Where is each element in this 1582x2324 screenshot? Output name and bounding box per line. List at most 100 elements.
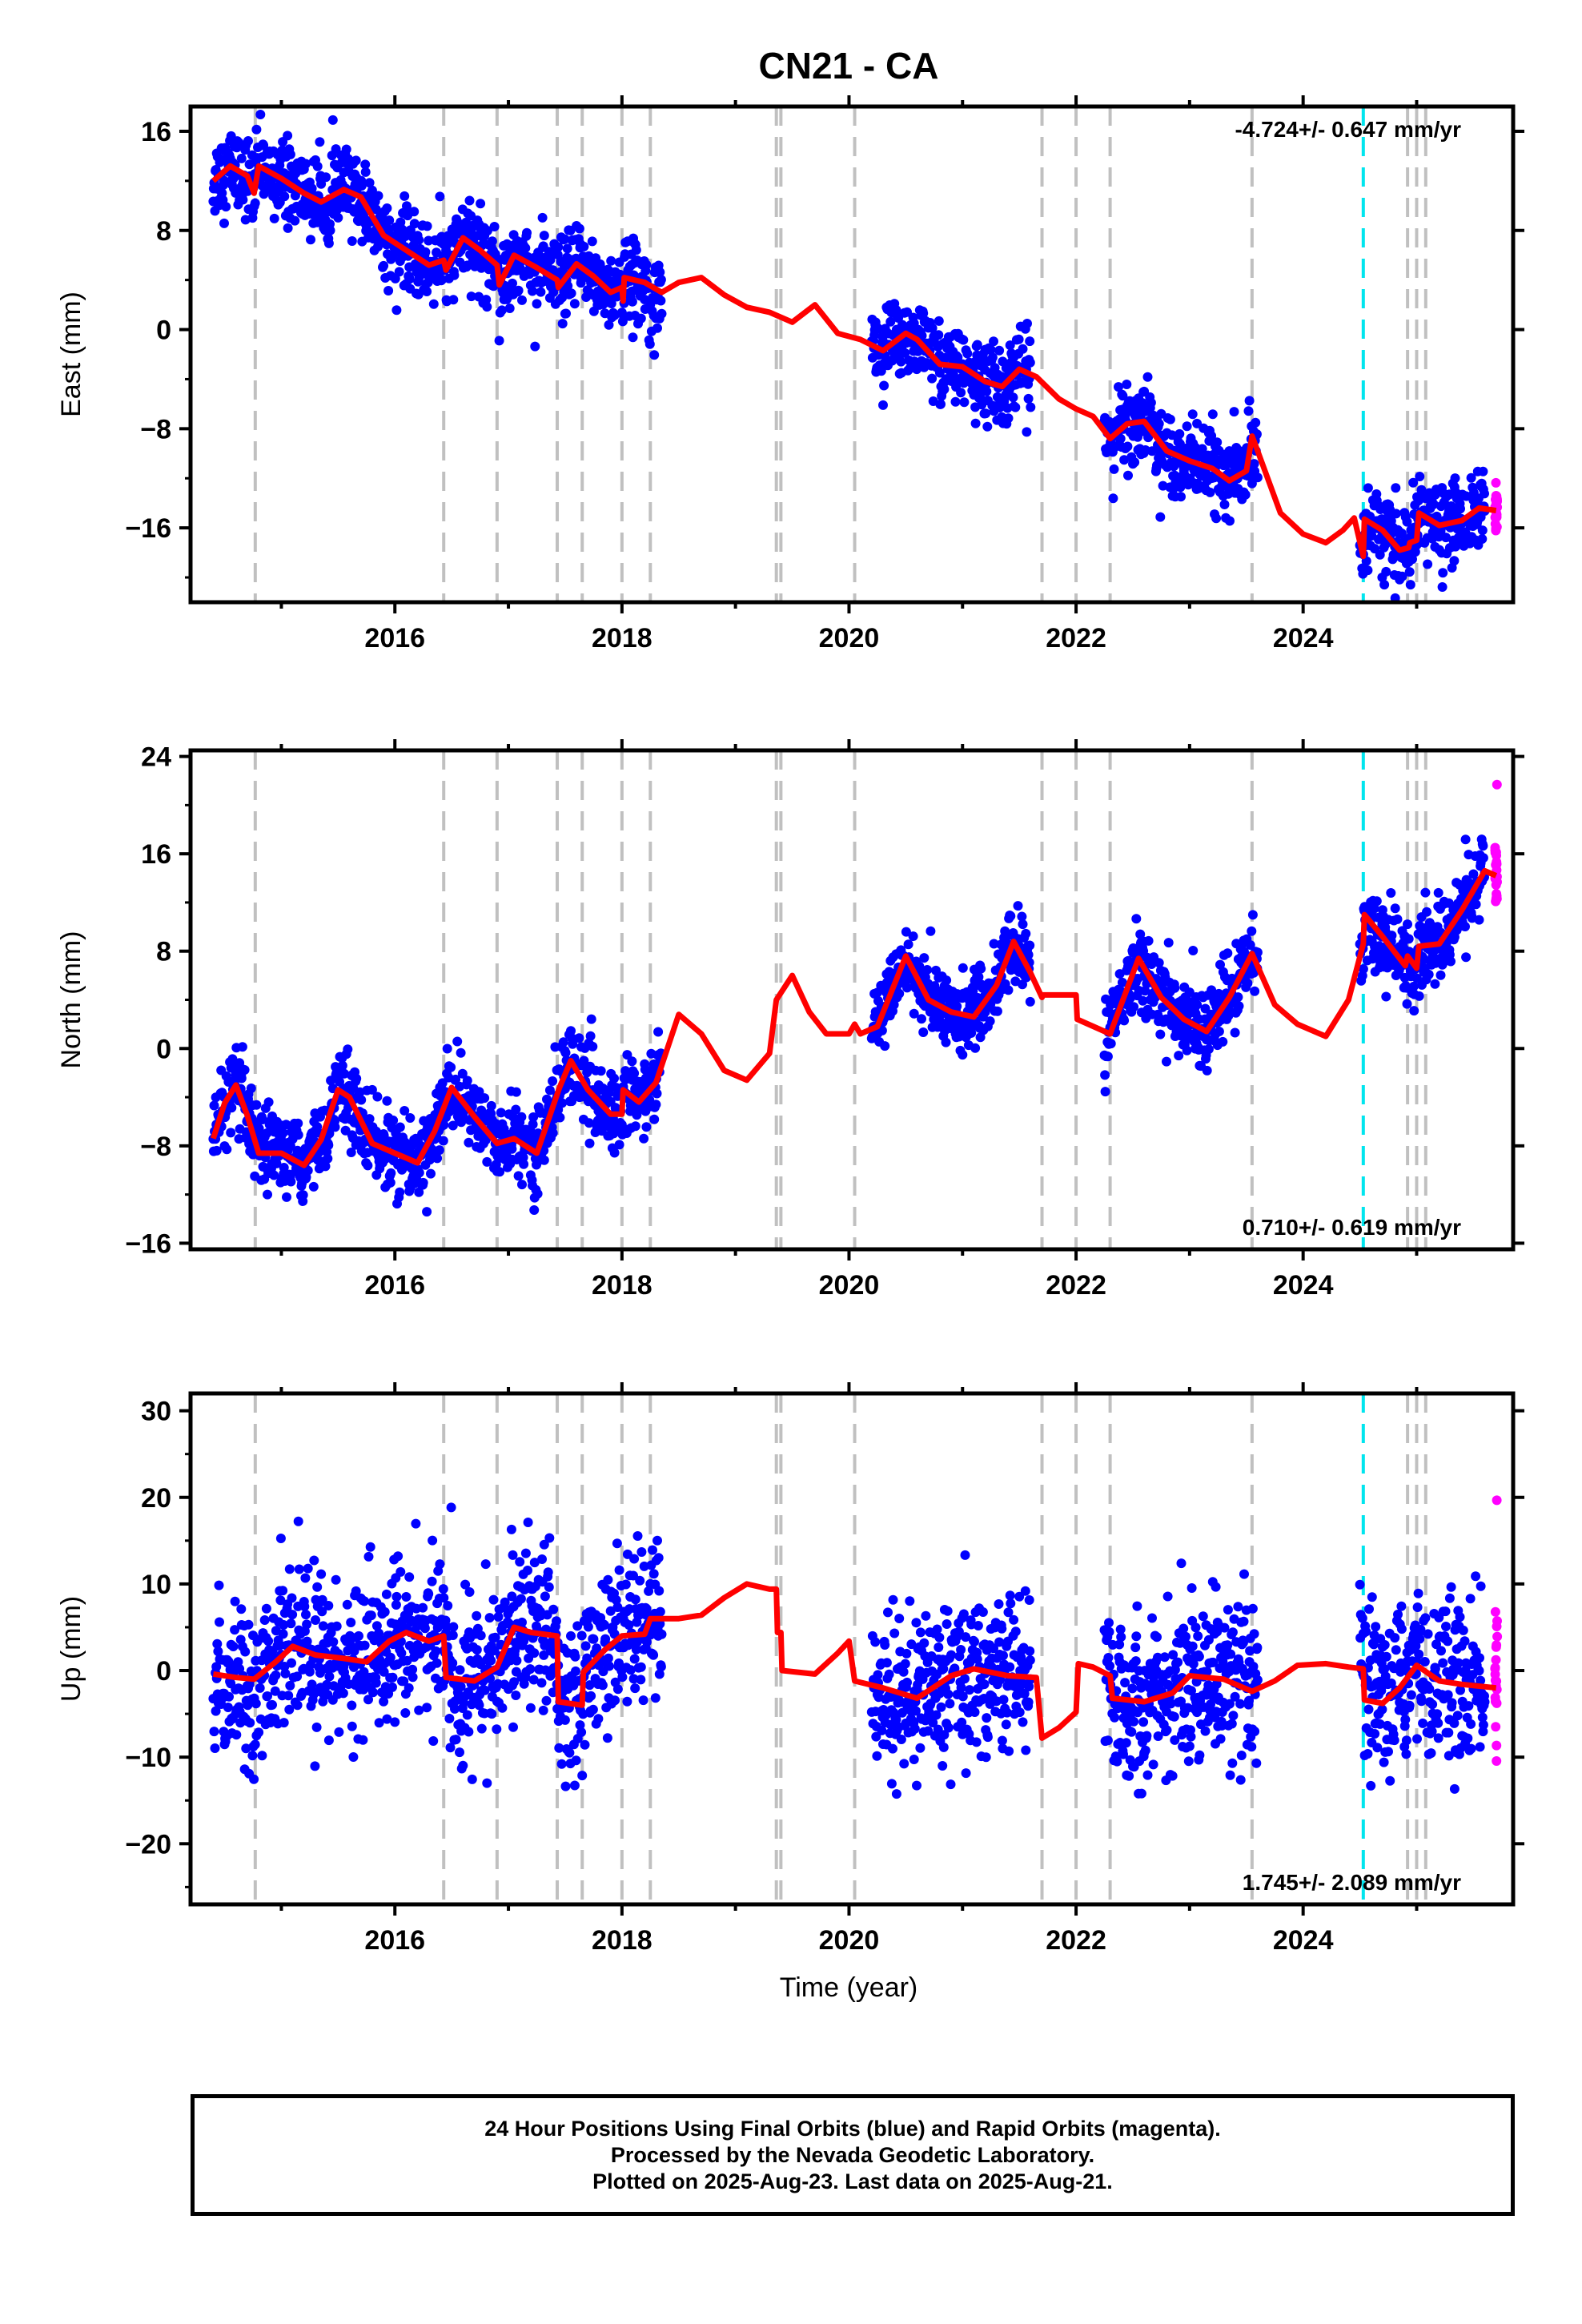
data-point <box>1017 911 1027 922</box>
data-point <box>908 931 918 942</box>
data-point <box>539 231 549 241</box>
data-point <box>285 1680 295 1691</box>
data-point <box>363 1551 374 1562</box>
data-point <box>1371 896 1382 907</box>
data-point <box>341 144 351 155</box>
data-point <box>1109 464 1119 474</box>
data-point <box>287 1593 297 1603</box>
data-point <box>873 1670 883 1680</box>
data-point <box>614 1658 624 1668</box>
y-axis-title: North (mm) <box>56 931 86 1069</box>
data-point <box>487 236 497 247</box>
data-point <box>934 368 945 378</box>
data-point <box>448 1120 458 1131</box>
data-point <box>284 1564 295 1574</box>
data-point <box>388 1116 399 1125</box>
data-point <box>1390 903 1400 914</box>
data-point <box>552 1616 561 1626</box>
data-point <box>405 1113 416 1123</box>
data-point <box>1456 504 1465 514</box>
data-point <box>600 1620 609 1630</box>
data-point <box>328 1637 339 1647</box>
data-point <box>451 1735 461 1745</box>
data-point <box>422 221 432 231</box>
data-point <box>301 159 311 169</box>
data-point <box>583 1622 593 1632</box>
data-point <box>648 1545 657 1555</box>
data-point <box>1212 437 1223 448</box>
data-point <box>472 1610 482 1621</box>
data-point <box>1162 1056 1171 1067</box>
data-point <box>1461 491 1472 501</box>
data-point <box>457 1068 468 1079</box>
data-point <box>404 1683 414 1693</box>
data-point <box>1468 869 1479 879</box>
data-point <box>1240 489 1251 500</box>
data-point <box>1106 1039 1116 1049</box>
data-point <box>480 1093 490 1104</box>
data-point <box>464 195 475 206</box>
data-point <box>509 1677 520 1687</box>
data-point <box>624 1620 634 1630</box>
data-point <box>891 1789 901 1799</box>
data-point <box>482 1778 492 1788</box>
data-point <box>464 1587 475 1597</box>
data-point <box>282 1192 291 1202</box>
data-point <box>424 1589 434 1599</box>
data-point <box>1118 391 1128 401</box>
rapid-point <box>1491 880 1501 890</box>
data-point <box>241 1743 251 1754</box>
data-point <box>1026 402 1036 412</box>
data-point <box>231 1730 242 1740</box>
data-point <box>544 1085 555 1096</box>
data-point <box>249 1774 259 1784</box>
data-point <box>480 1559 491 1570</box>
data-point <box>585 1031 596 1041</box>
data-point <box>269 1170 279 1180</box>
data-point <box>880 1041 890 1051</box>
data-point <box>1003 985 1014 995</box>
data-point <box>1100 1087 1110 1097</box>
y-tick-label: −16 <box>125 1228 171 1259</box>
data-point <box>270 1686 280 1696</box>
data-point <box>486 1100 496 1111</box>
data-point <box>293 1516 303 1526</box>
data-point <box>544 1582 554 1592</box>
data-point <box>292 1671 303 1682</box>
data-point <box>209 1100 219 1111</box>
data-point <box>918 1027 929 1037</box>
data-point <box>230 1625 240 1635</box>
data-point <box>511 1104 521 1115</box>
data-point <box>393 1551 404 1562</box>
data-point <box>391 305 402 316</box>
data-point <box>566 1630 576 1641</box>
data-point <box>569 299 580 309</box>
data-point <box>656 296 666 306</box>
data-point <box>580 1739 590 1750</box>
data-point <box>513 1171 524 1181</box>
data-point <box>347 236 357 246</box>
data-point <box>373 191 383 201</box>
x-tick-label: 2022 <box>1046 1270 1106 1301</box>
data-point <box>1446 956 1456 967</box>
data-point <box>612 1684 623 1695</box>
data-point <box>338 1688 348 1699</box>
data-point <box>387 1672 398 1683</box>
data-point <box>347 1700 357 1711</box>
data-point <box>571 1666 580 1676</box>
data-point <box>1197 444 1207 454</box>
data-point <box>604 320 614 330</box>
data-point <box>576 1727 587 1737</box>
data-point <box>525 1703 536 1713</box>
data-point <box>652 1535 662 1546</box>
rapid-point <box>1492 891 1502 901</box>
data-point <box>872 1751 882 1761</box>
data-point <box>1214 1027 1224 1036</box>
data-point <box>1018 344 1028 354</box>
data-point <box>1229 407 1239 417</box>
data-point <box>443 1601 453 1610</box>
data-point <box>919 953 930 963</box>
data-point <box>382 203 392 213</box>
data-point <box>456 1047 466 1058</box>
data-point <box>1477 534 1488 544</box>
